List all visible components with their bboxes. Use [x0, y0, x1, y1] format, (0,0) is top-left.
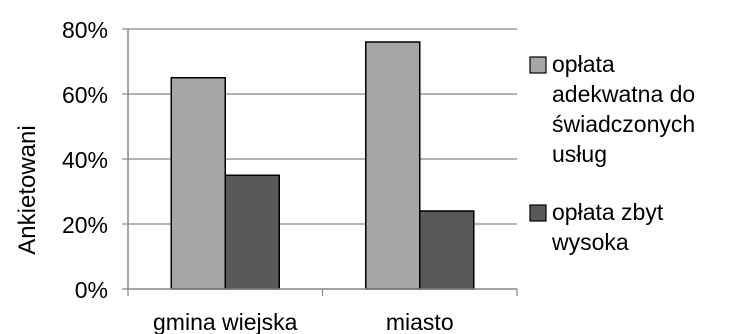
legend: opłata adekwatna do świadczonych usług opłat…: [529, 51, 695, 255]
y-tick-label: 40%: [62, 147, 108, 173]
bar: [224, 174, 280, 290]
y-tick-label: 0%: [75, 277, 108, 303]
y-tick-label: 80%: [62, 17, 108, 43]
y-tick-label: 60%: [62, 82, 108, 108]
axes: [122, 28, 518, 296]
legend-swatch: [529, 56, 547, 74]
y-tick-labels: 0% 20% 40% 60% 80%: [62, 17, 108, 303]
bars: [170, 41, 475, 290]
legend-label: opłata zbyt wysoka: [551, 199, 664, 255]
bar: [419, 210, 475, 290]
y-axis-label: Ankietowani: [14, 125, 41, 254]
bar: [365, 41, 421, 290]
x-tick-labels: gmina wiejska miasto: [153, 309, 454, 334]
y-tick-label: 20%: [62, 212, 108, 238]
bar: [170, 77, 226, 290]
legend-label: opłata adekwatna do świadczonych usług: [552, 51, 695, 167]
x-tick-label: gmina wiejska: [153, 309, 298, 334]
legend-swatch: [529, 204, 547, 222]
x-tick-label: miasto: [386, 309, 454, 334]
